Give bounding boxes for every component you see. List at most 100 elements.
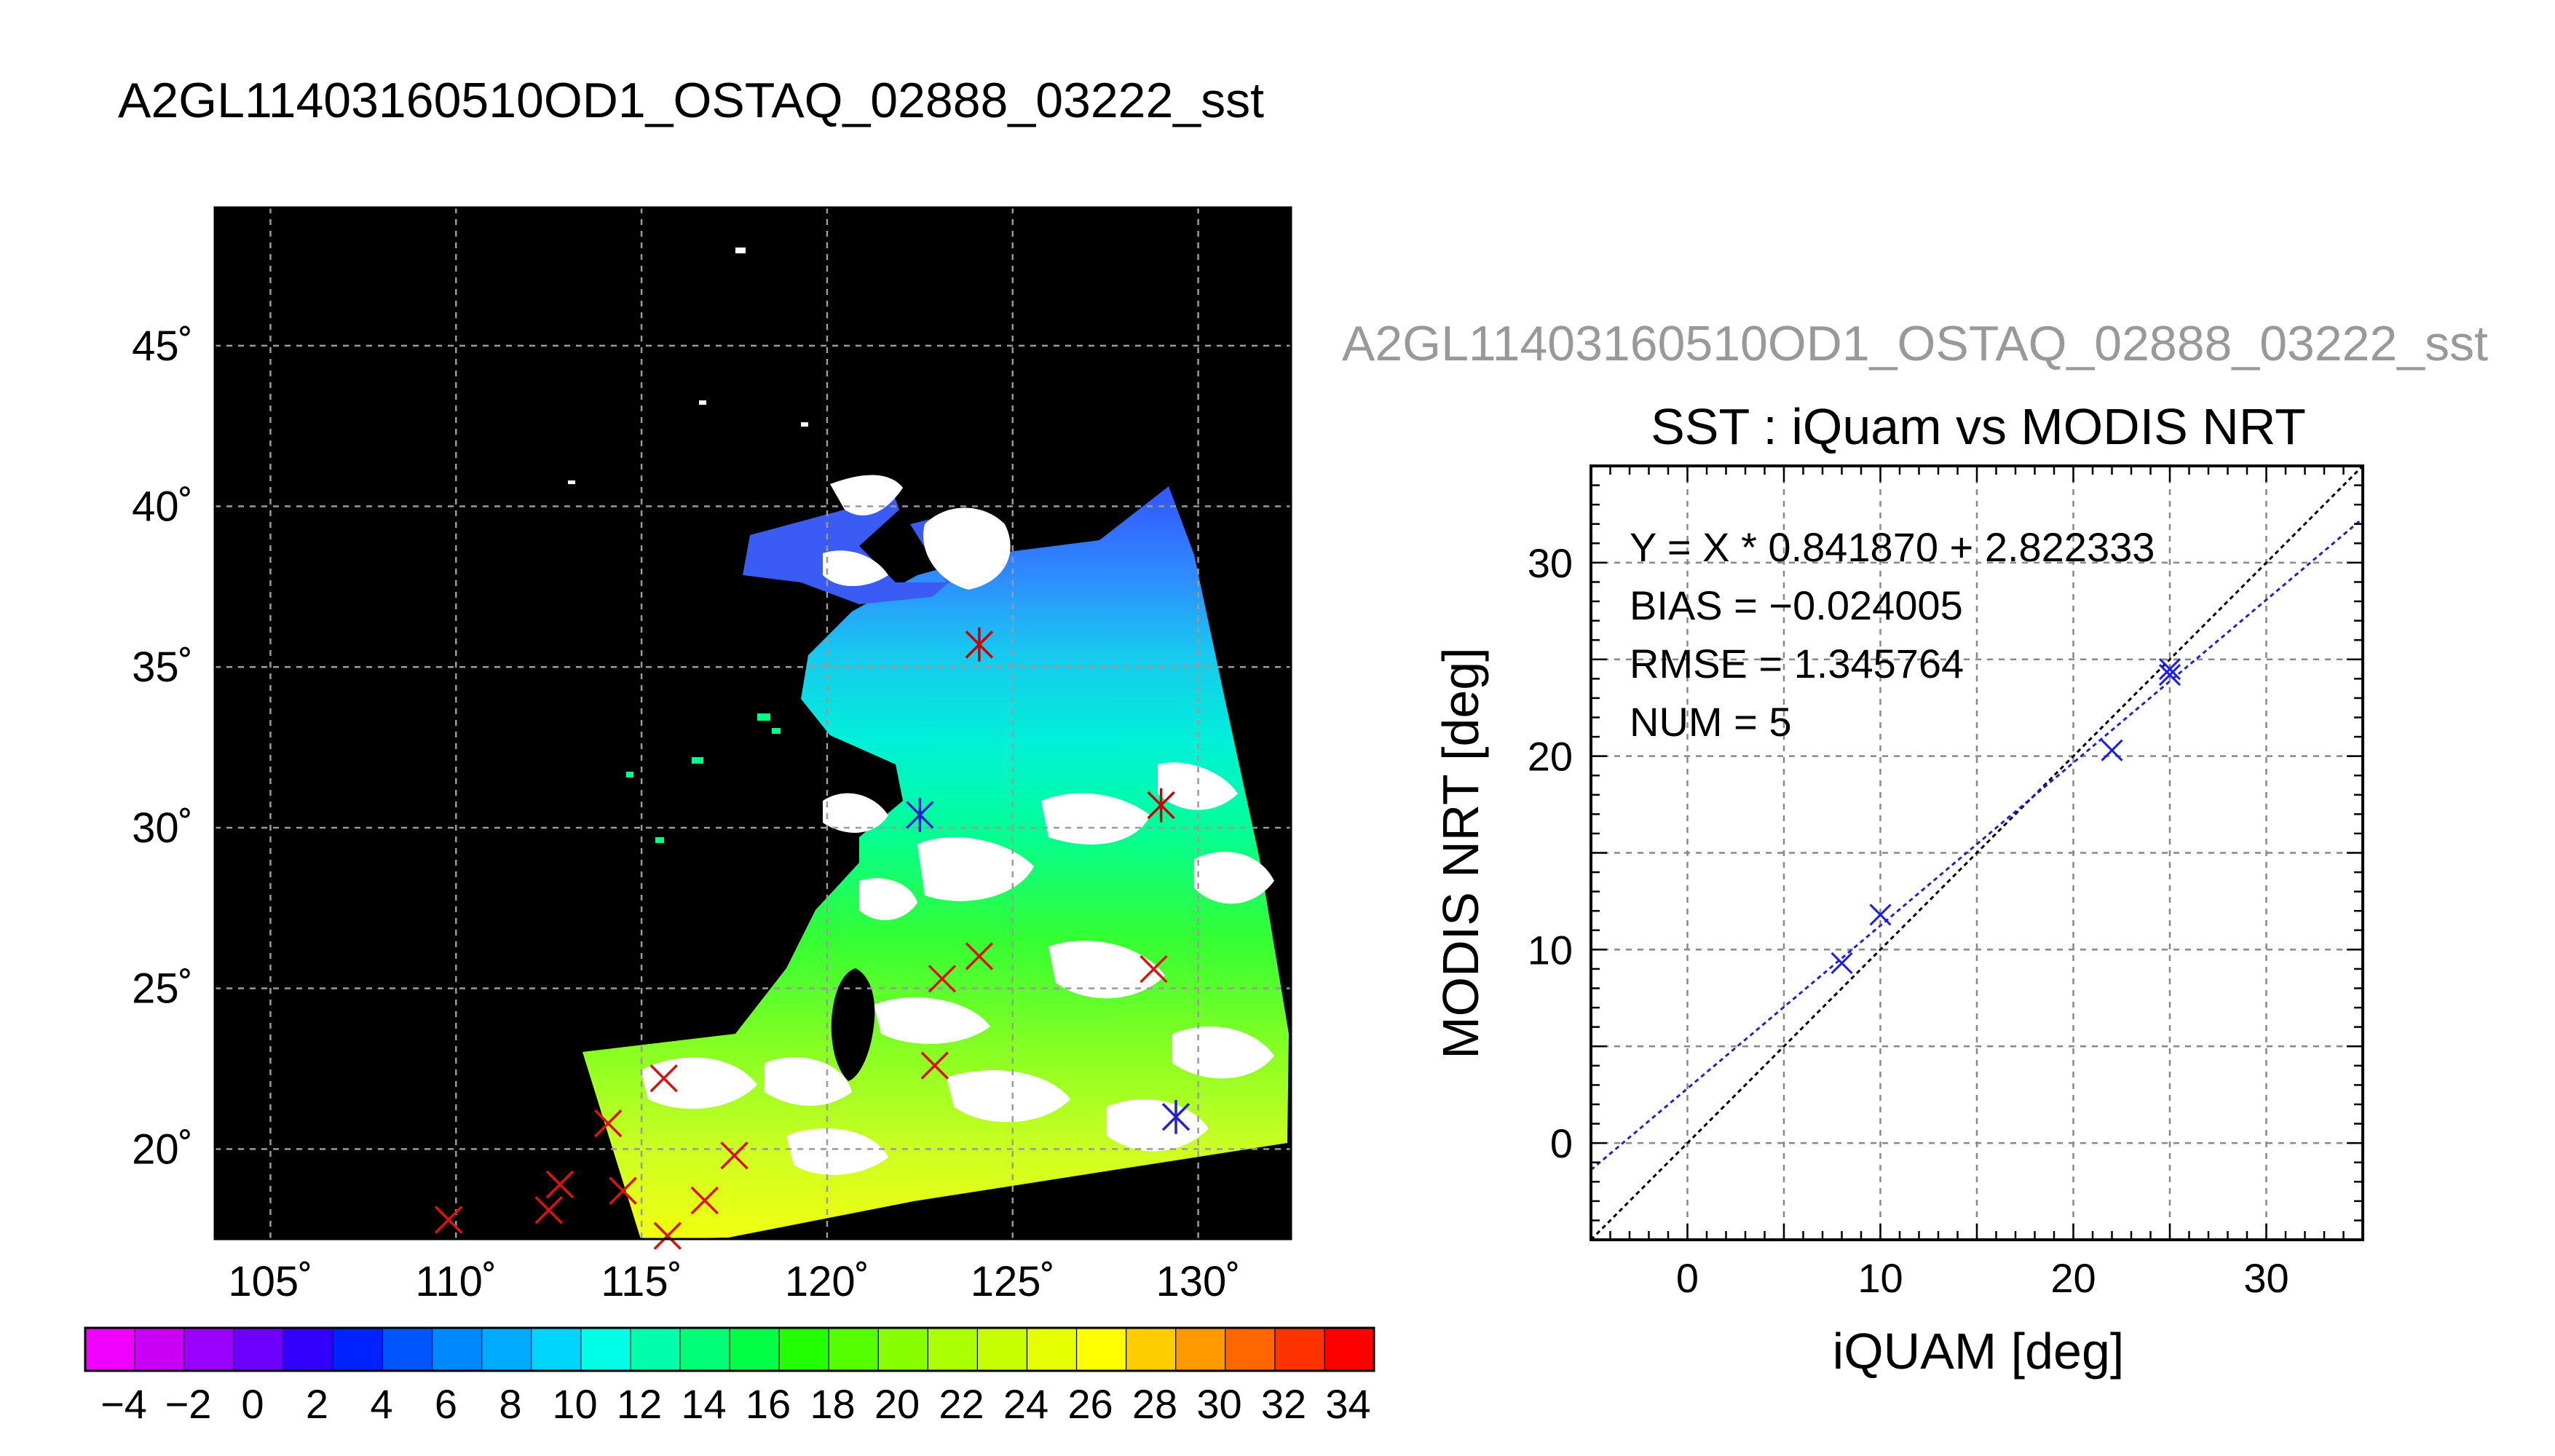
colorbar-labels: −4 −2 0 2 4 6 8 10 12 14 16 18 20 22 24 26 28 30 32 34 — [100, 1381, 1371, 1427]
inland-water — [626, 713, 781, 843]
taiwan-landmass — [831, 968, 875, 1081]
map-x-marker — [545, 1170, 574, 1199]
map-lon-tick-label: 130˚ — [1156, 1258, 1241, 1305]
map-gridlines — [215, 207, 1291, 1239]
colorbar-cell — [679, 1328, 730, 1371]
scatter-file-title: A2GL11403160510OD1_OSTAQ_02888_03222_sst — [1342, 316, 2488, 371]
colorbar-cell — [1225, 1328, 1276, 1371]
scatter-y-tick-label: 0 — [1550, 1120, 1573, 1166]
colorbar-cell — [432, 1328, 483, 1371]
map-x-marker — [920, 1051, 949, 1080]
colorbar-label: −2 — [165, 1381, 212, 1427]
colorbar-label: 26 — [1067, 1381, 1113, 1427]
map-x-marker — [609, 1176, 637, 1206]
colorbar-label: 14 — [681, 1381, 726, 1427]
colorbar-cell — [878, 1328, 928, 1371]
y-axis-label: MODIS NRT [deg] — [1432, 647, 1489, 1059]
map-x-marker — [1140, 954, 1168, 984]
scatter-frame — [1590, 464, 2364, 1241]
colorbar-cell — [531, 1328, 582, 1371]
colorbar-label: −4 — [100, 1381, 147, 1427]
colorbar-label: 28 — [1132, 1381, 1177, 1427]
map-x-marker — [690, 1186, 719, 1215]
map-x-marker — [593, 1109, 623, 1138]
colorbar-cell — [382, 1328, 433, 1371]
map-lat-tick-label: 40˚ — [132, 483, 193, 531]
colorbar-cell — [580, 1328, 631, 1371]
scatter-x-tick-label: 30 — [2243, 1255, 2289, 1301]
scatter-x-tick-label: 20 — [2050, 1255, 2096, 1301]
colorbar-label: 10 — [552, 1381, 597, 1427]
scatter-plot: SST : iQuam vs MODIS NRT 0 10 20 300102030 … — [1432, 398, 2364, 1380]
colorbar-label: 30 — [1196, 1381, 1241, 1427]
scatter-y-tick-label: 30 — [1528, 540, 1573, 586]
scatter-x-tick-label: 10 — [1857, 1255, 1903, 1301]
scatter-point — [1831, 951, 1853, 975]
scatter-stat-line: NUM = 5 — [1630, 699, 1792, 745]
map-x-marker — [434, 1206, 463, 1234]
colorbar-label: 24 — [1003, 1381, 1049, 1427]
map-lat-tick-label: 30˚ — [132, 804, 193, 852]
scatter-point — [1869, 903, 1892, 926]
map-x-marker — [720, 1141, 749, 1170]
colorbar-cell — [928, 1328, 978, 1371]
cloud-patches — [641, 475, 1274, 1175]
x-axis-label: iQUAM [deg] — [1833, 1323, 2125, 1380]
map-x-marker — [653, 1222, 682, 1250]
map-match-markers — [434, 627, 1190, 1250]
map-asterisk-marker — [1161, 1099, 1190, 1134]
map-lon-tick-label: 115˚ — [601, 1258, 682, 1305]
colorbar-label: 32 — [1261, 1381, 1306, 1427]
map-lon-tick-label: 125˚ — [971, 1258, 1055, 1305]
colorbar-cell — [1076, 1328, 1127, 1371]
colorbar-cell — [1175, 1328, 1226, 1371]
identity-line — [1591, 466, 2363, 1240]
colorbar-cell — [135, 1328, 185, 1371]
map-asterisk-marker — [906, 797, 934, 832]
map-x-marker — [965, 942, 994, 970]
colorbar-cell — [184, 1328, 234, 1371]
main-title: A2GL11403160510OD1_OSTAQ_02888_03222_sst — [118, 73, 1264, 128]
map-lon-tick-label: 120˚ — [785, 1258, 869, 1305]
colorbar-cell — [730, 1328, 780, 1371]
colorbar-label: 8 — [499, 1381, 521, 1427]
colorbar-cell — [283, 1328, 333, 1371]
scatter-stats: Y = X * 0.841870 + 2.822333 BIAS = −0.024… — [1630, 524, 2155, 745]
scatter-point — [2101, 739, 2123, 761]
swath-layer — [568, 248, 1289, 1239]
colorbar-label: 18 — [810, 1381, 855, 1427]
colorbar-cell — [1027, 1328, 1078, 1371]
map-x-marker — [534, 1196, 563, 1224]
scatter-tick-labels: 0 10 20 30 0 10 20 30 — [1528, 540, 2289, 1301]
scatter-point — [2158, 663, 2181, 687]
map-asterisk-marker — [965, 627, 994, 662]
scatter-point — [2158, 657, 2181, 681]
scatter-y-tick-label: 20 — [1528, 734, 1573, 780]
scatter-stat-line: BIAS = −0.024005 — [1630, 582, 1963, 628]
colorbar-cell — [779, 1328, 829, 1371]
map-lat-tick-label: 25˚ — [132, 965, 193, 1013]
colorbar-cell — [1126, 1328, 1177, 1371]
colorbar-label: 6 — [435, 1381, 457, 1427]
map-x-marker — [928, 965, 957, 993]
colorbar-label: 20 — [874, 1381, 920, 1427]
snow-pixels — [568, 248, 808, 484]
colorbar-label: 2 — [306, 1381, 328, 1427]
map-tick-labels: 105˚ 110˚ 115˚ 120˚ 125˚ 130˚ 20˚ 25˚ 30˚ 35˚ 40˚ 4… — [132, 323, 1240, 1305]
map-lon-tick-label: 110˚ — [415, 1258, 497, 1305]
colorbar-cell — [234, 1328, 284, 1371]
colorbar-label: 22 — [939, 1381, 984, 1427]
regression-line — [1591, 517, 2363, 1171]
map-frame — [213, 206, 1292, 1241]
sst-map: 105˚ 110˚ 115˚ 120˚ 125˚ 130˚ 20˚ 25˚ 30˚ 35˚ 40˚ 4… — [132, 206, 1292, 1305]
map-x-marker — [649, 1064, 678, 1093]
scatter-stat-line: RMSE = 1.345764 — [1630, 641, 1964, 687]
colorbar-label: 34 — [1325, 1381, 1370, 1427]
map-lat-tick-label: 35˚ — [132, 644, 193, 691]
scatter-x-tick-label: 0 — [1676, 1255, 1699, 1301]
bohai-sea — [743, 480, 983, 604]
map-lat-tick-label: 20˚ — [132, 1125, 193, 1173]
scatter-y-tick-label: 10 — [1528, 927, 1573, 973]
colorbar: −4 −2 0 2 4 6 8 10 12 14 16 18 20 22 24 26 28 30 32 34 — [84, 1326, 1375, 1427]
colorbar-cell — [829, 1328, 879, 1371]
